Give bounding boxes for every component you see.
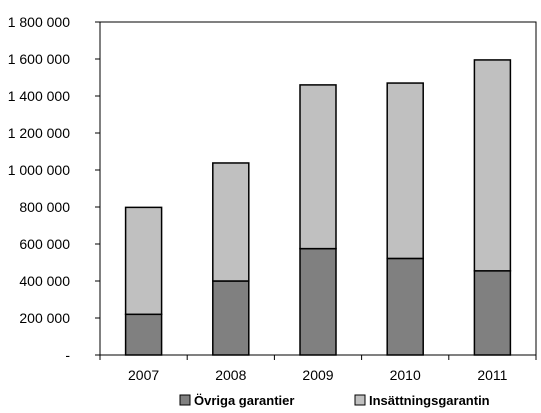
y-tick-label: 1 400 000	[8, 88, 70, 104]
legend-swatch	[354, 394, 366, 406]
y-tick-label: 200 000	[19, 310, 70, 326]
bar-insattningsgarantin-2009	[299, 84, 337, 250]
y-tick-label: 1 200 000	[8, 125, 70, 141]
legend-label: Övriga garantier	[194, 393, 294, 408]
bar-ovriga-garantier-2009	[299, 247, 337, 356]
bar-insattningsgarantin-2008	[212, 162, 250, 282]
y-axis: - 200 000 400 000 600 000 800 000 1 000 000 1 …	[8, 14, 100, 363]
legend: Övriga garantier Insättningsgarantin	[179, 393, 490, 408]
legend-label: Insättningsgarantin	[369, 393, 490, 408]
x-category-label: 2009	[302, 367, 333, 383]
bar-ovriga-garantier-2010	[386, 257, 424, 356]
bar-insattningsgarantin-2011	[473, 59, 512, 272]
x-axis: 2007 2008 2009 2010 2011	[99, 355, 537, 383]
bar-ovriga-garantier-2007	[124, 313, 163, 356]
y-tick-label: 1 800 000	[8, 14, 70, 30]
y-tick-label: -	[65, 347, 70, 363]
x-category-label: 2007	[128, 367, 159, 383]
bar-ovriga-garantier-2011	[473, 270, 512, 356]
y-tick-label: 600 000	[19, 236, 70, 252]
bars	[124, 59, 512, 356]
x-category-label: 2010	[390, 367, 421, 383]
bar-ovriga-garantier-2008	[212, 280, 250, 356]
bar-insattningsgarantin-2007	[124, 206, 163, 316]
x-category-label: 2008	[215, 367, 246, 383]
y-tick-label: 1 000 000	[8, 162, 70, 178]
bar-insattningsgarantin-2010	[386, 82, 424, 260]
y-tick-label: 400 000	[19, 273, 70, 289]
y-tick-label: 1 600 000	[8, 51, 70, 67]
legend-swatch	[179, 394, 191, 406]
x-category-label: 2011	[477, 367, 507, 383]
y-tick-label: 800 000	[19, 199, 70, 215]
